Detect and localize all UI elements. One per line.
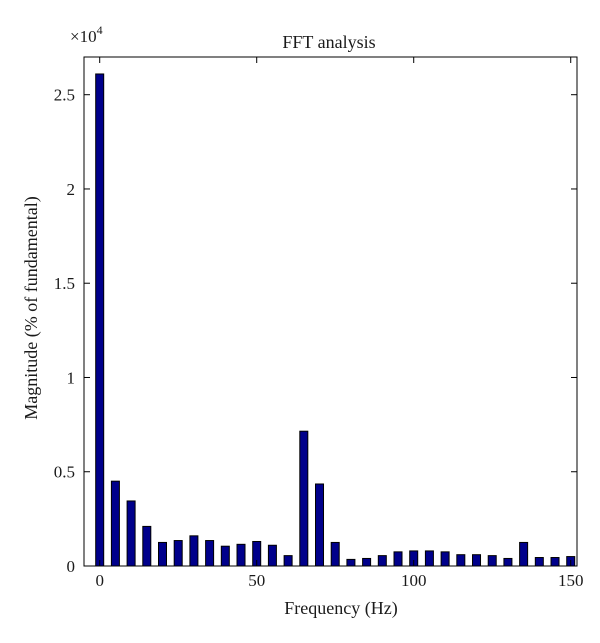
bar-20hz	[158, 541, 167, 567]
x-tick-label: 100	[401, 571, 427, 590]
x-tick-label: 0	[95, 571, 104, 590]
y-tick-label: 1.5	[54, 274, 75, 293]
bar-35hz	[205, 540, 215, 567]
x-axis-label: Frequency (Hz)	[284, 598, 397, 619]
bar-30hz	[189, 535, 199, 567]
y-multiplier-base: ×10	[70, 27, 97, 46]
bar-55hz	[267, 544, 277, 567]
bar-25hz	[173, 540, 183, 567]
bar-145hz	[550, 557, 560, 567]
y-tick-label: 2.5	[54, 86, 75, 105]
y-tick-label: 2	[67, 180, 76, 199]
bar-135hz	[519, 541, 529, 567]
x-tick-label: 50	[248, 571, 265, 590]
bar-5hz	[110, 480, 120, 567]
bar-140hz	[534, 557, 544, 567]
y-tick-label: 0	[67, 557, 76, 576]
axis-tick-labels: 0 50 100 150 0 0.5 1 1.5 2 2.5	[54, 86, 584, 590]
bar-85hz	[362, 557, 372, 567]
x-tick-label: 150	[558, 571, 584, 590]
bar-70hz	[315, 483, 325, 567]
bar-80hz	[346, 558, 356, 567]
bar-15hz	[142, 525, 152, 567]
bar-65hz	[299, 430, 309, 567]
bar-95hz	[393, 551, 403, 567]
bar-45hz	[236, 543, 246, 567]
bar-105hz	[424, 550, 434, 567]
plot-frame	[83, 56, 578, 567]
bar-130hz	[503, 557, 513, 567]
chart-title: FFT analysis	[282, 32, 375, 52]
bar-60hz	[283, 555, 293, 567]
bar-10hz	[126, 500, 136, 567]
y-tick-label: 1	[67, 368, 76, 387]
bar-90hz	[377, 555, 387, 567]
axis-ticks	[84, 57, 577, 567]
y-tick-label: 0.5	[54, 463, 75, 482]
y-multiplier-exponent: 4	[97, 23, 103, 37]
bar-0hz	[95, 73, 105, 567]
bar-75hz	[330, 541, 340, 567]
y-multiplier-label: ×104	[70, 23, 103, 46]
bar-115hz	[456, 554, 466, 567]
bar-110hz	[440, 551, 450, 567]
bar-40hz	[220, 545, 230, 567]
y-axis-label: Magnitude (% of fundamental)	[21, 196, 42, 419]
bar-125hz	[487, 555, 497, 567]
bar-series	[95, 73, 576, 567]
bar-120hz	[472, 554, 482, 567]
